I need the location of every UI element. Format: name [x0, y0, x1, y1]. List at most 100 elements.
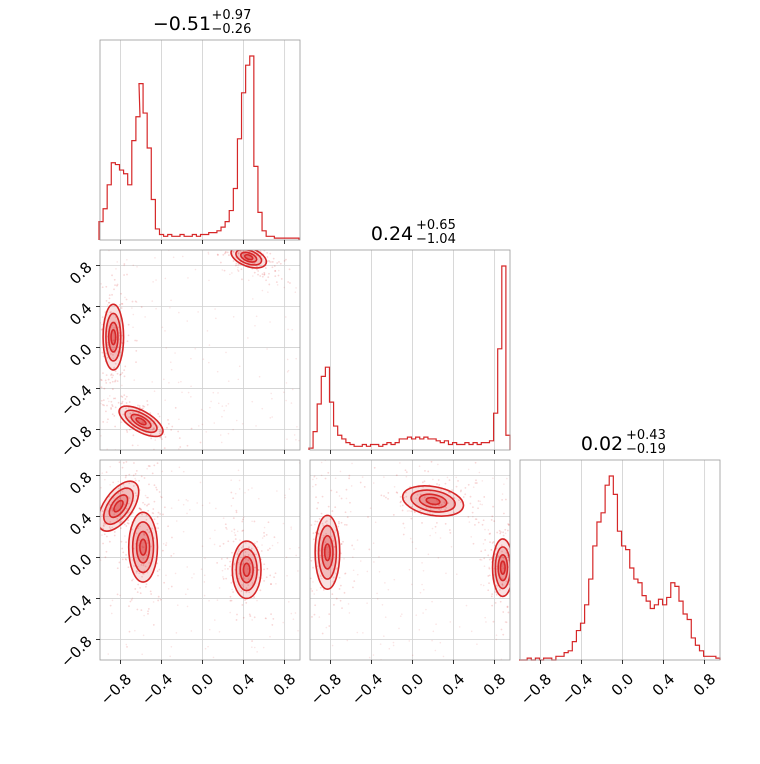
joint-1-2-point-203 [504, 528, 507, 531]
hist-0-bin-23 [192, 234, 196, 240]
hist-1-bin-10 [350, 444, 354, 450]
joint-0-1-mode-2-fill-3 [136, 417, 146, 425]
joint-0-2-point-247 [136, 570, 139, 573]
joint-0-2-bgpoint-143 [244, 491, 246, 494]
hist-0-bin-35 [242, 93, 246, 240]
hist-0-title-minus: −0.26 [212, 22, 252, 37]
joint-1-2-bgpoint-143 [366, 570, 369, 573]
joint-0-1-bgpoint-6 [137, 418, 140, 421]
joint-0-1-point-74 [160, 431, 163, 433]
joint-1-2-point-407 [484, 538, 487, 541]
joint-0-2-point-179 [273, 576, 276, 579]
joint-1-2-point-389 [507, 548, 509, 550]
joint-0-2-mode-2-contour-1 [235, 548, 258, 592]
joint-1-2-point-374 [499, 588, 501, 591]
joint-0-2-point-119 [245, 591, 248, 594]
joint-1-2-bgpoint-133 [349, 510, 352, 513]
joint-0-1-point-416 [114, 406, 117, 409]
joint-0-1-bgpoint-69 [269, 417, 272, 419]
joint-1-2-point-393 [324, 521, 327, 524]
joint-1-2-point-13 [395, 491, 398, 494]
joint-0-2-point-36 [93, 533, 95, 535]
joint-0-1-point-149 [137, 412, 140, 415]
joint-0-2-bgpoint-4 [111, 599, 114, 602]
hist-2-bin-40 [683, 614, 687, 660]
joint-1-2-point-32 [491, 542, 494, 544]
joint-0-2-bgpoint-0 [213, 543, 216, 546]
joint-1-2-bgpoint-25 [468, 521, 471, 523]
joint-0-1-mode-2-fill-0 [119, 406, 163, 437]
joint-0-2-bgpoint-136 [256, 546, 259, 549]
hist-1-bin-29 [428, 439, 432, 450]
joint-0-2-point-250 [116, 593, 119, 596]
joint-0-2-point-301 [131, 579, 133, 582]
joint-1-2-bgpoint-139 [501, 493, 504, 495]
joint-0-2-bgpoint-55 [282, 621, 285, 624]
joint-0-2-point-211 [142, 564, 145, 567]
joint-1-2-bgpoint-114 [331, 644, 334, 647]
joint-0-1-point-86 [146, 400, 149, 402]
joint-1-2-point-235 [475, 482, 478, 484]
hist-1-bin-20 [391, 444, 395, 450]
joint-0-1-point-370 [111, 324, 113, 327]
joint-0-1-point-104 [170, 428, 173, 431]
hist-0-bin-15 [159, 234, 163, 240]
joint-0-2-bgpoint-78 [170, 470, 173, 472]
joint-0-2-point-308 [251, 640, 253, 642]
joint-0-2-point-65 [240, 590, 243, 593]
joint-0-1-mode-0-contour-0 [230, 250, 268, 269]
joint-0-2-point-266 [236, 613, 238, 616]
joint-0-1-point-367 [111, 293, 113, 296]
joint-0-2-bgpoint-24 [176, 604, 179, 606]
joint-0-1-point-177 [237, 263, 240, 266]
joint-1-2-point-315 [335, 491, 338, 494]
joint-1-2-point-384 [340, 543, 343, 546]
joint-0-1-point-230 [162, 455, 164, 457]
joint-0-1-bgpoint-103 [271, 397, 273, 400]
joint-0-2-bgpoint-97 [208, 628, 211, 631]
joint-0-1-point-208 [93, 341, 95, 343]
joint-0-2-bgpoint-137 [298, 546, 300, 549]
joint-0-1-bgpoint-130 [197, 425, 200, 427]
joint-0-2-point-361 [145, 514, 148, 517]
joint-1-2-point-375 [302, 612, 304, 614]
joint-1-2-point-62 [487, 554, 490, 557]
joint-1-2-point-292 [444, 508, 447, 511]
joint-0-2-point-255 [118, 461, 121, 464]
joint-0-2-point-210 [134, 492, 137, 495]
joint-0-2-point-188 [248, 546, 250, 549]
joint-1-2-point-253 [434, 525, 437, 528]
joint-0-2-bgpoint-155 [134, 629, 136, 632]
joint-0-2-point-323 [232, 591, 234, 593]
joint-1-2-mode-0-contour-1 [317, 524, 338, 580]
joint-0-1-bgpoint-56 [282, 391, 285, 394]
joint-0-1-bgpoint-34 [227, 403, 230, 405]
joint-0-1-point-399 [237, 270, 240, 272]
joint-1-2-point-128 [494, 601, 497, 604]
joint-0-2-point-125 [242, 518, 244, 521]
joint-1-2-point-258 [338, 588, 341, 590]
joint-0-2-point-53 [264, 617, 267, 620]
joint-0-1-bgpoint-42 [237, 266, 239, 269]
joint-0-2-ytick-label-4: 0.8 [66, 468, 96, 498]
joint-0-1-mode-1-fill-2 [108, 322, 118, 352]
joint-0-1-bgpoint-27 [194, 268, 197, 271]
hist-2-bin-20 [601, 513, 605, 660]
joint-0-2-point-336 [134, 479, 137, 482]
hist-2-bin-28 [634, 579, 638, 660]
hist-2-xtick-label-1: −0.4 [558, 670, 596, 708]
joint-0-2-point-244 [167, 525, 169, 528]
joint-1-2-point-20 [507, 524, 510, 526]
joint-0-2-point-41 [263, 568, 265, 571]
joint-0-2-bgpoint-92 [286, 574, 288, 577]
joint-0-2-point-198 [124, 476, 127, 479]
joint-0-2-bgpoint-83 [175, 520, 178, 522]
joint-0-2-bgpoint-89 [230, 479, 232, 482]
joint-0-2-point-263 [263, 535, 266, 537]
joint-0-1-bgpoint-124 [283, 286, 286, 289]
hist-0-bin-30 [221, 227, 225, 240]
joint-0-2-mode-0-contour-0 [100, 480, 140, 532]
joint-0-1-bgpoint-8 [277, 269, 280, 272]
joint-1-2-point-43 [429, 507, 432, 510]
joint-1-2-point-137 [491, 593, 494, 596]
